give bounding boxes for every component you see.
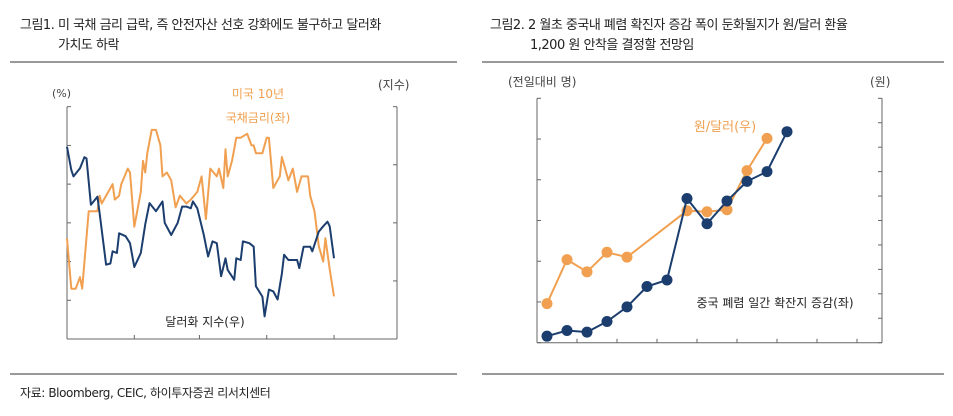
chart1-left-unit: (%) — [52, 87, 71, 100]
chart2-point-china-cases — [741, 175, 753, 187]
chart1-series-line-dollar-index — [66, 146, 335, 318]
chart1-top-rule — [10, 61, 457, 63]
chart1-bottom-rule — [10, 373, 457, 375]
chart2-point-china-cases — [781, 126, 793, 138]
chart1-series-line-us10y-yield — [66, 128, 335, 297]
chart2-series2-label: 중국 폐렴 일간 확잔지 증감(좌) — [696, 296, 853, 310]
chart2-point-china-cases — [601, 316, 613, 328]
chart2-top-rule — [482, 61, 944, 63]
chart2-point-china-cases — [661, 274, 673, 286]
chart2-point-china-cases — [561, 324, 573, 336]
source-note: 자료: Bloomberg, CEIC, 하이투자증권 리서치센터 — [20, 386, 271, 400]
chart2-point-china-cases — [581, 326, 593, 338]
chart2-point-krw-usd — [541, 298, 553, 310]
chart2-point-china-cases — [681, 193, 693, 205]
chart2-point-china-cases — [621, 301, 633, 313]
chart2-point-krw-usd — [721, 204, 733, 216]
chart2-point-krw-usd — [581, 266, 593, 278]
chart2-point-krw-usd — [701, 206, 713, 218]
chart2-series1-label: 원/달러(우) — [694, 120, 756, 135]
chart2-left-unit: (전일대비 명) — [508, 75, 576, 89]
chart1-right-unit: (지수) — [378, 78, 409, 92]
chart2-point-krw-usd — [601, 246, 613, 258]
chart2-point-china-cases — [761, 166, 773, 178]
chart2-point-china-cases — [641, 280, 653, 292]
chart2-point-china-cases — [701, 218, 713, 230]
chart2-point-krw-usd — [561, 254, 573, 266]
chart2-title-line2: 1,200 원 안착을 결정할 전망임 — [530, 38, 694, 53]
chart1-title-line2: 가치도 하락 — [58, 38, 119, 53]
chart2-point-krw-usd — [621, 251, 633, 263]
chart2-title-line1: 그림2. 2 월초 중국내 폐렴 확진자 증감 폭이 둔화될지가 원/달러 환율 — [490, 18, 848, 33]
chart1-series1-label-line1: 미국 10년 — [232, 87, 284, 101]
chart2-point-krw-usd — [761, 132, 773, 144]
chart2-series-line-krw-usd — [546, 137, 768, 305]
chart2-point-china-cases — [541, 330, 553, 342]
chart2-bottom-rule — [482, 373, 944, 375]
chart1-title-line1: 그림1. 미 국채 금리 급락, 즉 안전자산 선호 강화에도 불구하고 달러화 — [20, 18, 381, 33]
chart1-series1-label-line2: 국채금리(좌) — [226, 111, 291, 125]
chart2-right-unit: (원) — [870, 75, 890, 89]
chart2-point-krw-usd — [741, 165, 753, 177]
chart2-point-china-cases — [721, 195, 733, 207]
chart1-series2-label: 달러화 지수(우) — [165, 315, 244, 329]
